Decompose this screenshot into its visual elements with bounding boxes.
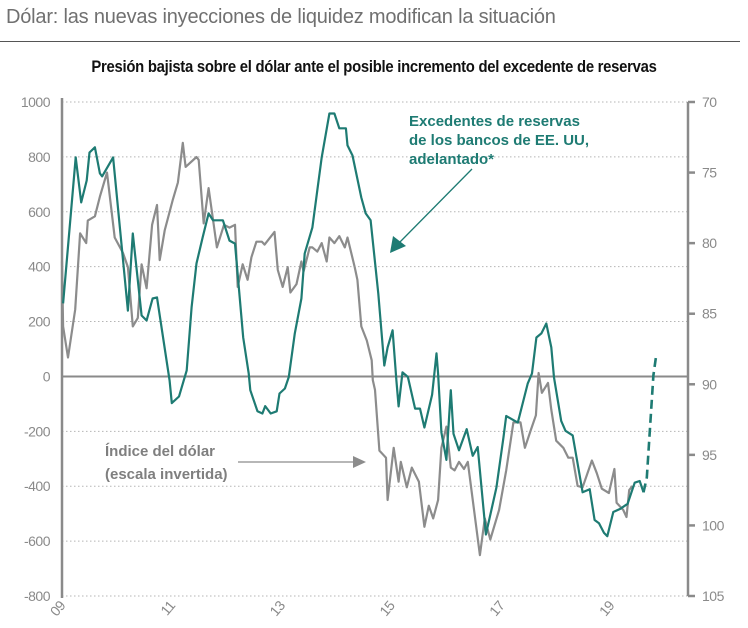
gridlines: [62, 101, 688, 597]
right-tick-label: 80: [702, 235, 717, 251]
page-title: Dólar: las nuevas inyecciones de liquide…: [6, 6, 556, 28]
left-tick-label: -400: [24, 478, 51, 494]
reserves-arrowhead-icon: [390, 236, 406, 253]
left-tick-label: 600: [28, 204, 51, 220]
chart-title: Presión bajista sobre el dólar ante el p…: [91, 58, 657, 76]
right-tick-label: 75: [702, 165, 717, 181]
left-tick-label: -600: [24, 533, 51, 549]
left-tick-label: -800: [24, 588, 51, 604]
left-tick-label: 0: [43, 368, 51, 384]
left-tick-label: 1000: [21, 94, 51, 110]
title-divider: [0, 41, 740, 42]
right-tick-label: 90: [702, 376, 717, 392]
reserves-label-line3: adelantado*: [409, 151, 494, 168]
x-tick-label: 15: [376, 597, 398, 619]
x-tick-label: 19: [596, 597, 618, 619]
right-tick-label: 95: [702, 447, 717, 463]
reserves-label-line1: Excedentes de reservas: [409, 113, 580, 130]
annotations: Excedentes de reservas de los bancos de …: [105, 113, 589, 483]
reserves-line: [62, 112, 645, 538]
series-layer: [60, 112, 658, 557]
left-tick-label: 200: [28, 314, 51, 330]
dollar-label-line2: (escala invertida): [105, 466, 228, 483]
x-tick-label: 13: [266, 597, 288, 619]
dollar-index-line: [60, 141, 634, 557]
dollar-arrowhead-icon: [353, 456, 366, 468]
right-tick-label: 70: [702, 94, 717, 110]
reserves-label-line2: de los bancos de EE. UU,: [409, 132, 589, 149]
x-tick-label: 17: [486, 597, 508, 619]
left-tick-label: 800: [28, 149, 51, 165]
left-tick-label: 400: [28, 259, 51, 275]
left-tick-label: -200: [24, 423, 51, 439]
reserves-forecast-line: [642, 355, 658, 493]
dollar-label-line1: Índice del dólar: [105, 443, 215, 460]
right-tick-label: 105: [702, 588, 725, 604]
right-tick-label: 100: [702, 517, 725, 533]
right-tick-label: 85: [702, 306, 717, 322]
x-tick-label: 11: [157, 597, 178, 618]
reserves-arrow: [397, 168, 473, 245]
axes: 1000 800 600 400 200 0 -200 -400 -600 -800 70 75 80 8…: [21, 94, 725, 619]
